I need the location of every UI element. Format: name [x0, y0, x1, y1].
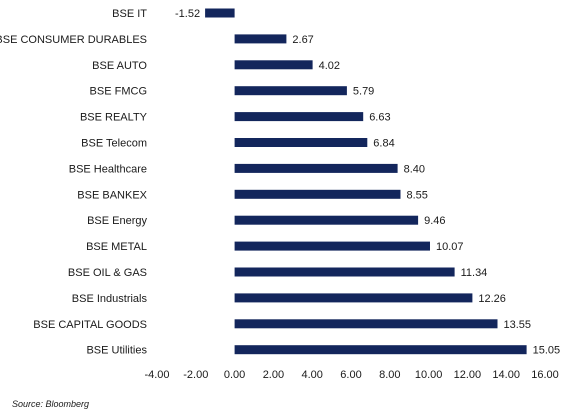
bar-bse-oil-gas [234, 267, 455, 277]
category-labels: BSE IT BSE CONSUMER DURABLES BSE AUTO BSE F… [0, 8, 148, 357]
x-tick-label: 2.00 [263, 369, 284, 381]
value-label-bse-consumer-durables: 2.67 [292, 34, 313, 46]
category-label-bse-capital-goods: BSE CAPITAL GOODS [33, 319, 147, 331]
bar-bse-healthcare [234, 163, 398, 173]
value-label-bse-bankex: 8.55 [407, 189, 428, 201]
x-tick-label: 10.00 [415, 369, 443, 381]
source-note: Source: Bloomberg [12, 399, 90, 409]
bar-bse-metal [234, 241, 430, 251]
bar-bse-fmcg [234, 86, 347, 96]
category-label-bse-fmcg: BSE FMCG [90, 86, 147, 98]
value-label-bse-utilities: 15.05 [533, 345, 561, 357]
value-label-bse-oil-gas: 11.34 [461, 267, 488, 279]
bar-bse-capital-goods [234, 319, 498, 329]
x-tick-label: 8.00 [379, 369, 400, 381]
category-label-bse-energy: BSE Energy [87, 215, 147, 227]
x-tick-label: 6.00 [340, 369, 361, 381]
value-label-bse-it: -1.52 [175, 8, 200, 20]
x-tick-label: 4.00 [301, 369, 322, 381]
bar-bse-energy [234, 215, 419, 225]
x-tick-label: 0.00 [224, 369, 245, 381]
category-label-bse-realty: BSE REALTY [80, 112, 148, 124]
value-label-bse-industrials: 12.26 [478, 293, 506, 305]
category-label-bse-oil-gas: BSE OIL & GAS [68, 267, 147, 279]
value-label-bse-fmcg: 5.79 [353, 86, 374, 98]
category-label-bse-telecom: BSE Telecom [81, 138, 147, 150]
category-label-bse-auto: BSE AUTO [92, 60, 147, 72]
value-label-bse-metal: 10.07 [436, 241, 464, 253]
category-label-bse-utilities: BSE Utilities [86, 345, 147, 357]
x-tick-label: 16.00 [531, 369, 559, 381]
value-label-bse-telecom: 6.84 [373, 138, 394, 150]
x-tick-label: -2.00 [183, 369, 208, 381]
value-label-bse-healthcare: 8.40 [404, 163, 425, 175]
x-tick-label: -4.00 [144, 369, 169, 381]
category-label-bse-industrials: BSE Industrials [72, 293, 148, 305]
category-label-bse-it: BSE IT [112, 8, 147, 20]
bars [205, 8, 527, 355]
category-label-bse-bankex: BSE BANKEX [77, 189, 147, 201]
value-label-bse-realty: 6.63 [369, 112, 390, 124]
value-label-bse-energy: 9.46 [424, 215, 445, 227]
category-label-bse-healthcare: BSE Healthcare [69, 163, 147, 175]
bar-bse-industrials [234, 293, 473, 303]
x-axis-ticks: -4.00 -2.00 0.00 2.00 4.00 6.00 8.00 10.00 12.00… [144, 369, 558, 381]
bar-bse-telecom [234, 138, 368, 147]
category-label-bse-consumer-durables: BSE CONSUMER DURABLES [0, 34, 147, 46]
value-label-bse-capital-goods: 13.55 [504, 319, 532, 331]
bar-chart: BSE IT BSE CONSUMER DURABLES BSE AUTO BSE F… [0, 8, 560, 381]
value-label-bse-auto: 4.02 [319, 60, 340, 72]
bar-bse-utilities [234, 345, 527, 355]
bar-bse-it [205, 8, 235, 18]
bar-bse-auto [234, 60, 313, 70]
bar-bse-consumer-durables [234, 34, 287, 44]
bar-bse-bankex [234, 189, 401, 199]
bar-bse-realty [234, 112, 364, 122]
category-label-bse-metal: BSE METAL [86, 241, 147, 253]
x-tick-label: 14.00 [492, 369, 520, 381]
x-tick-label: 12.00 [454, 369, 482, 381]
value-labels: -1.52 2.67 4.02 5.79 6.63 6.84 8.40 8.55 9.46 10.… [175, 8, 560, 357]
